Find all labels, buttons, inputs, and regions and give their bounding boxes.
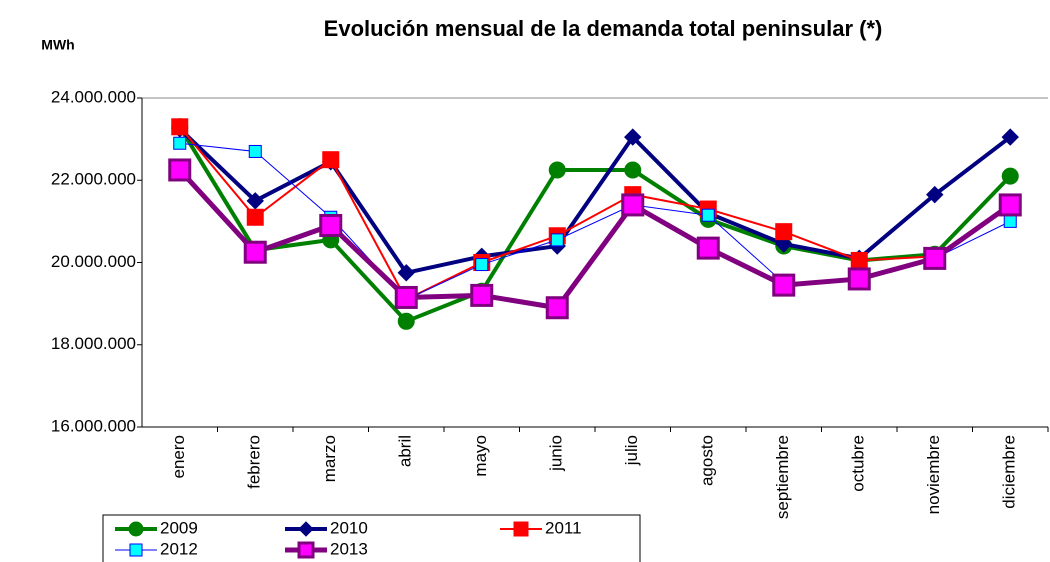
x-tick-label: diciembre bbox=[1000, 435, 1019, 509]
data-point bbox=[1003, 214, 1017, 228]
x-tick-label: septiembre bbox=[773, 435, 792, 519]
data-point bbox=[394, 285, 418, 309]
data-point bbox=[850, 251, 868, 269]
legend-marker bbox=[298, 521, 314, 537]
legend-label: 2010 bbox=[330, 518, 368, 537]
legend-marker bbox=[129, 543, 143, 557]
series-line bbox=[178, 127, 1012, 276]
data-point bbox=[621, 193, 645, 217]
y-tick-label: 18.000.000 bbox=[51, 334, 136, 353]
data-point bbox=[624, 128, 642, 146]
series-line bbox=[177, 168, 1012, 311]
data-point bbox=[998, 193, 1022, 217]
y-tick-label: 22.000.000 bbox=[51, 170, 136, 189]
data-point bbox=[926, 185, 944, 204]
x-tick-label: noviembre bbox=[924, 435, 943, 514]
data-point bbox=[171, 118, 189, 136]
data-point bbox=[847, 267, 871, 291]
y-axis-label: MWh bbox=[41, 37, 74, 53]
legend-marker bbox=[513, 521, 529, 537]
data-point bbox=[470, 283, 494, 307]
data-point bbox=[397, 312, 415, 330]
legend-box bbox=[102, 514, 641, 562]
data-point bbox=[545, 296, 569, 320]
chart-title: Evolución mensual de la demanda total pe… bbox=[324, 16, 883, 41]
y-tick-label: 20.000.000 bbox=[51, 252, 136, 271]
legend-label: 2009 bbox=[160, 518, 198, 537]
y-tick-label: 16.000.000 bbox=[51, 416, 136, 435]
data-point bbox=[701, 208, 715, 222]
legend-label: 2012 bbox=[160, 539, 198, 558]
data-point bbox=[772, 273, 796, 297]
data-point bbox=[1001, 167, 1019, 185]
data-point bbox=[168, 158, 192, 182]
data-point bbox=[923, 246, 947, 270]
data-point bbox=[246, 208, 264, 226]
data-point bbox=[173, 136, 187, 150]
x-tick-label: julio bbox=[622, 435, 641, 466]
data-point bbox=[550, 233, 564, 247]
y-tick-label: 24.000.000 bbox=[51, 87, 136, 106]
series-line bbox=[178, 126, 1011, 301]
legend-label: 2011 bbox=[545, 518, 582, 537]
x-tick-label: febrero bbox=[245, 435, 264, 489]
x-tick-label: junio bbox=[547, 435, 566, 472]
data-point bbox=[475, 258, 489, 272]
data-point bbox=[696, 236, 720, 260]
data-point bbox=[1001, 128, 1019, 146]
x-tick-label: enero bbox=[169, 435, 188, 478]
data-point bbox=[322, 151, 340, 169]
series-line bbox=[179, 142, 1011, 301]
legend-marker bbox=[297, 541, 315, 559]
data-point bbox=[243, 240, 267, 264]
data-point bbox=[775, 223, 793, 241]
x-tick-label: octubre bbox=[849, 435, 868, 492]
x-tick-label: agosto bbox=[698, 435, 717, 486]
data-point bbox=[624, 161, 642, 179]
x-tick-label: mayo bbox=[471, 435, 490, 477]
data-point bbox=[397, 264, 415, 282]
legend-marker bbox=[128, 521, 144, 537]
legend-label: 2013 bbox=[330, 539, 368, 558]
data-point bbox=[248, 144, 262, 158]
x-tick-label: marzo bbox=[320, 435, 339, 482]
data-point bbox=[548, 161, 566, 179]
series-line bbox=[178, 125, 1012, 324]
data-point bbox=[319, 213, 343, 237]
x-tick-label: abril bbox=[396, 435, 415, 467]
